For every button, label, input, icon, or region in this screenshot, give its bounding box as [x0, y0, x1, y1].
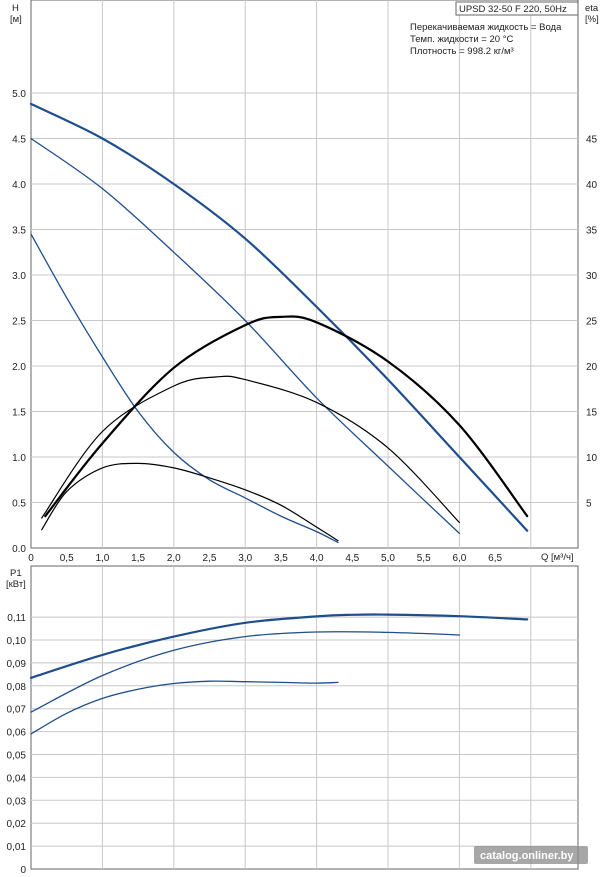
power-tick-label: 0	[20, 865, 26, 876]
x-axis-label: Q	[541, 552, 548, 563]
y-tick-label: 1.5	[12, 408, 26, 419]
power-curve-1	[29, 613, 529, 679]
y2-tick-label: 10	[586, 453, 598, 464]
head-curve-2	[30, 137, 461, 535]
power-tick-label: 0,11	[7, 613, 26, 624]
power-axis-label: P1	[10, 568, 22, 579]
info-line-temperature: Темп. жидкости = 20 °C	[410, 34, 513, 45]
power-tick-label: 0,07	[7, 705, 27, 716]
power-chart-grid	[30, 565, 579, 870]
y2-tick-label: 20	[586, 362, 598, 373]
y-axis-unit: [м]	[10, 14, 22, 25]
y-tick-label: 0.5	[12, 499, 26, 510]
chart-title: UPSD 32-50 F 220, 50Hz	[459, 4, 567, 15]
y2-tick-label: 25	[586, 317, 598, 328]
x-tick-label: 4,5	[345, 553, 359, 564]
power-tick-label: 0,04	[7, 773, 27, 784]
head-curve-1	[29, 102, 529, 532]
efficiency-curve-4	[44, 315, 529, 518]
info-line-fluid: Перекачиваемая жидкость = Вода	[410, 22, 562, 33]
y2-axis-label: eta	[585, 3, 599, 14]
y-tick-label: 5.0	[12, 89, 26, 100]
x-tick-label: 1,0	[95, 553, 109, 564]
power-tick-label: 0,10	[7, 636, 27, 647]
axis-tick-labels: 0 0,5 1,0 1,5 2,0 2,5 3,0 3,5 4,0 4,5 5,0 5,5 6,0 6,5…	[7, 89, 598, 876]
y-axis-label: H	[12, 3, 19, 14]
x-tick-label: 1,5	[131, 553, 145, 564]
y-tick-label: 1.0	[12, 453, 26, 464]
y-tick-label: 4.5	[12, 135, 26, 146]
x-tick-label: 0	[28, 553, 34, 564]
x-tick-label: 5,0	[381, 553, 395, 564]
y-tick-label: 2.0	[12, 362, 26, 373]
x-tick-label: 3,5	[274, 553, 288, 564]
y2-tick-label: 35	[586, 226, 598, 237]
info-line-density: Плотность = 998.2 кг/м³	[410, 46, 514, 57]
y2-tick-label: 45	[586, 135, 598, 146]
watermark: catalog.onliner.by	[480, 850, 574, 862]
y-tick-label: 3.0	[12, 271, 26, 282]
power-curve-2	[30, 631, 461, 713]
x-tick-label: 5,5	[417, 553, 431, 564]
power-tick-label: 0,03	[7, 796, 27, 807]
y2-tick-label: 15	[586, 408, 598, 419]
power-tick-label: 0,08	[7, 682, 27, 693]
y-tick-label: 3.5	[12, 226, 26, 237]
power-tick-label: 0,01	[7, 842, 27, 853]
x-tick-label: 6,5	[488, 553, 502, 564]
power-axis-unit: [кВт]	[6, 579, 26, 590]
power-tick-label: 0,09	[7, 659, 27, 670]
head-chart-grid	[30, 0, 579, 549]
x-tick-label: 2,5	[203, 553, 217, 564]
watermark-bg	[474, 846, 588, 864]
power-tick-label: 0,05	[7, 751, 27, 762]
power-curve-3	[30, 680, 339, 735]
x-axis-unit: [м³/ч]	[551, 552, 574, 563]
y2-axis-unit: [%]	[585, 14, 599, 25]
x-tick-label: 2,0	[167, 553, 181, 564]
power-curves	[29, 613, 529, 735]
y2-tick-label: 40	[586, 180, 598, 191]
x-tick-label: 0,5	[60, 553, 74, 564]
y2-tick-label: 5	[586, 499, 592, 510]
x-tick-label: 4,0	[310, 553, 324, 564]
x-tick-label: 3,0	[238, 553, 252, 564]
power-tick-label: 0,06	[7, 728, 27, 739]
power-plot-frame	[30, 565, 579, 870]
y-tick-label: 4.0	[12, 180, 26, 191]
head-efficiency-curves	[29, 102, 529, 544]
y-tick-label: 2.5	[12, 317, 26, 328]
head-plot-frame	[30, 0, 579, 549]
x-tick-label: 6,0	[452, 553, 466, 564]
efficiency-curve-6	[41, 462, 339, 542]
efficiency-curve-5	[41, 375, 460, 524]
title-box	[455, 1, 579, 16]
y2-tick-label: 30	[586, 271, 598, 282]
head-curve-3	[30, 233, 339, 544]
y-tick-label: 0.0	[12, 544, 26, 555]
power-tick-label: 0,02	[7, 819, 27, 830]
